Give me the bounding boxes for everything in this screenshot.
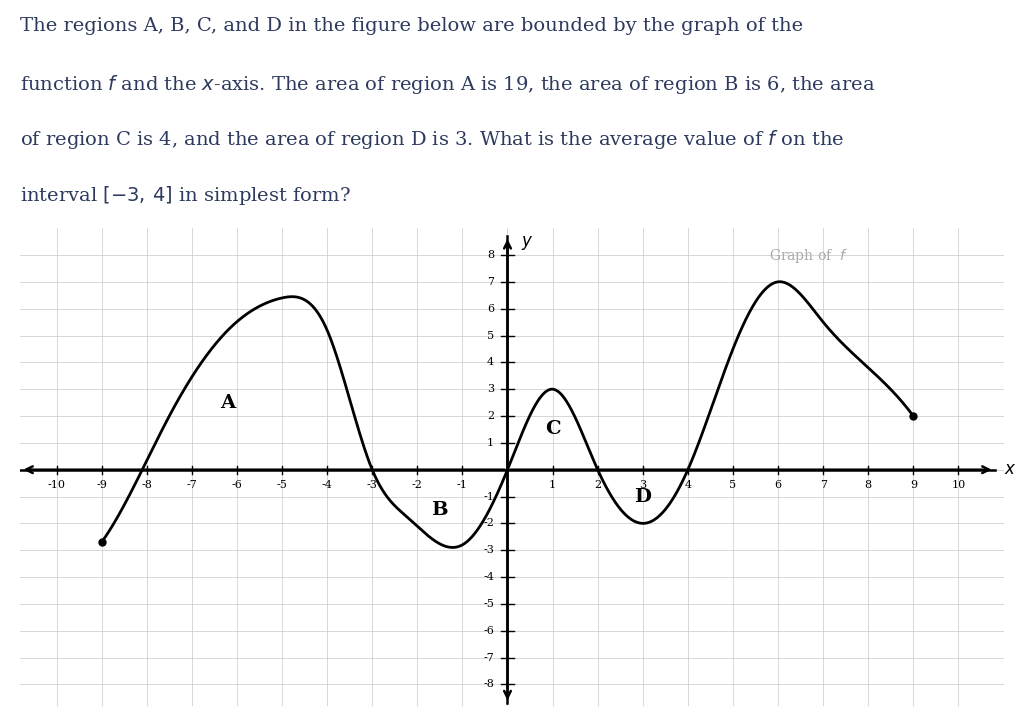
Text: -5: -5 (483, 599, 494, 609)
Text: -2: -2 (483, 518, 494, 528)
Text: 10: 10 (951, 481, 966, 491)
Text: $y$: $y$ (521, 234, 534, 252)
Text: -3: -3 (483, 545, 494, 555)
Text: Graph of  $f$: Graph of $f$ (769, 247, 848, 265)
Text: interval $\left[-3,\, 4\right]$ in simplest form?: interval $\left[-3,\, 4\right]$ in simpl… (20, 184, 351, 207)
Text: 3: 3 (639, 481, 646, 491)
Text: -1: -1 (457, 481, 468, 491)
Text: -7: -7 (186, 481, 198, 491)
Text: -8: -8 (483, 679, 494, 689)
Text: -10: -10 (47, 481, 66, 491)
Text: 1: 1 (549, 481, 556, 491)
Text: 6: 6 (774, 481, 781, 491)
Text: -9: -9 (96, 481, 108, 491)
Text: 6: 6 (486, 304, 494, 314)
Text: B: B (431, 501, 449, 519)
Text: 8: 8 (864, 481, 871, 491)
Text: 4: 4 (486, 357, 494, 367)
Text: -5: -5 (276, 481, 288, 491)
Text: -6: -6 (231, 481, 243, 491)
Text: 8: 8 (486, 250, 494, 260)
Text: -2: -2 (412, 481, 423, 491)
Text: The regions A, B, C, and D in the figure below are bounded by the graph of the: The regions A, B, C, and D in the figure… (20, 17, 804, 35)
Text: 7: 7 (487, 277, 494, 287)
Text: 9: 9 (909, 481, 916, 491)
Text: D: D (634, 488, 651, 506)
Text: -4: -4 (483, 572, 494, 582)
Text: of region C is 4, and the area of region D is 3. What is the average value of $f: of region C is 4, and the area of region… (20, 128, 845, 151)
Text: -3: -3 (367, 481, 378, 491)
Text: 3: 3 (486, 384, 494, 394)
Text: 2: 2 (594, 481, 601, 491)
Text: 7: 7 (819, 481, 826, 491)
Text: A: A (220, 394, 236, 411)
Text: 5: 5 (486, 331, 494, 341)
Text: $x$: $x$ (1004, 461, 1016, 478)
Text: -8: -8 (141, 481, 153, 491)
Text: 5: 5 (729, 481, 736, 491)
Text: -6: -6 (483, 626, 494, 636)
Text: C: C (545, 421, 560, 438)
Text: -7: -7 (483, 652, 494, 662)
Text: function $f$ and the $x$-axis. The area of region A is 19, the area of region B : function $f$ and the $x$-axis. The area … (20, 73, 876, 96)
Text: -4: -4 (322, 481, 333, 491)
Text: 1: 1 (486, 438, 494, 448)
Text: -1: -1 (483, 491, 494, 501)
Text: 4: 4 (684, 481, 691, 491)
Text: 2: 2 (486, 411, 494, 421)
